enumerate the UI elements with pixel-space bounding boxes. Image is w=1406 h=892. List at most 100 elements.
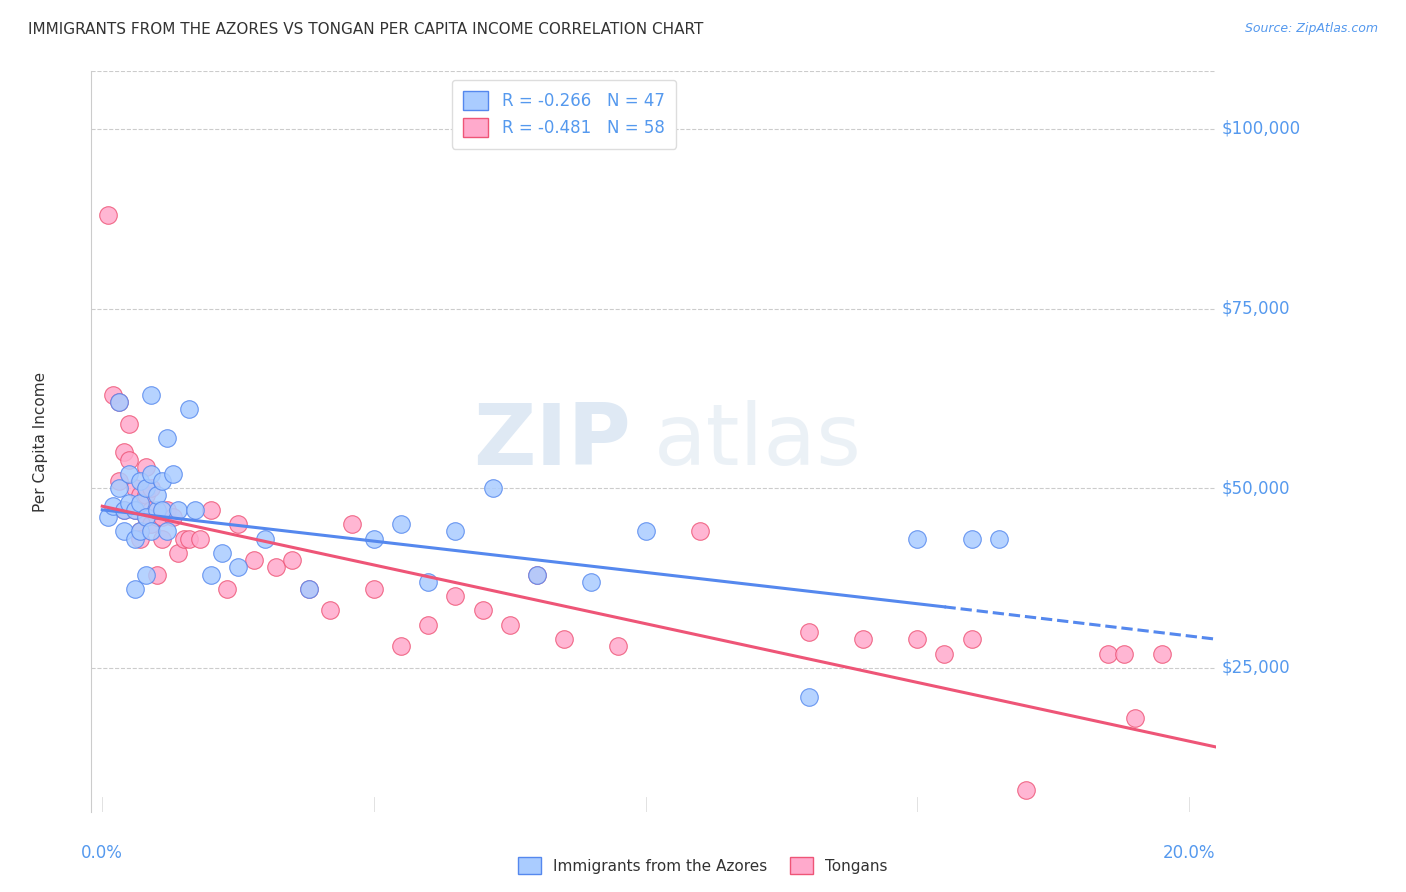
Point	[101, 388, 124, 402]
Point	[150, 503, 173, 517]
Point	[135, 567, 157, 582]
Point	[112, 445, 135, 459]
Point	[200, 567, 222, 582]
Point	[319, 603, 342, 617]
Point	[418, 617, 440, 632]
Legend: Immigrants from the Azores, Tongans: Immigrants from the Azores, Tongans	[512, 851, 894, 880]
Point	[97, 510, 120, 524]
Point	[226, 560, 249, 574]
Point	[526, 567, 548, 582]
Point	[183, 503, 205, 517]
Point	[471, 603, 494, 617]
Point	[987, 532, 1010, 546]
Point	[167, 503, 190, 517]
Point	[1097, 647, 1119, 661]
Point	[150, 474, 173, 488]
Point	[905, 532, 928, 546]
Point	[389, 640, 412, 654]
Point	[129, 524, 152, 539]
Point	[118, 452, 141, 467]
Point	[553, 632, 575, 647]
Point	[135, 488, 157, 502]
Point	[141, 517, 163, 532]
Point	[389, 517, 412, 532]
Point	[145, 503, 167, 517]
Point	[499, 617, 522, 632]
Text: 0.0%: 0.0%	[82, 844, 124, 862]
Point	[135, 459, 157, 474]
Point	[797, 690, 820, 704]
Point	[118, 467, 141, 481]
Text: $25,000: $25,000	[1222, 659, 1291, 677]
Point	[135, 510, 157, 524]
Point	[264, 560, 287, 574]
Point	[1150, 647, 1173, 661]
Point	[1123, 711, 1146, 725]
Point	[797, 625, 820, 640]
Point	[97, 208, 120, 222]
Point	[179, 532, 201, 546]
Point	[150, 532, 173, 546]
Point	[418, 574, 440, 589]
Point	[226, 517, 249, 532]
Point	[934, 647, 956, 661]
Text: IMMIGRANTS FROM THE AZORES VS TONGAN PER CAPITA INCOME CORRELATION CHART: IMMIGRANTS FROM THE AZORES VS TONGAN PER…	[28, 22, 703, 37]
Point	[141, 388, 163, 402]
Point	[173, 532, 195, 546]
Point	[254, 532, 277, 546]
Point	[960, 532, 983, 546]
Text: $50,000: $50,000	[1222, 479, 1291, 497]
Point	[124, 503, 146, 517]
Point	[482, 481, 505, 495]
Point	[1015, 783, 1038, 797]
Point	[1112, 647, 1135, 661]
Point	[118, 417, 141, 431]
Point	[129, 532, 152, 546]
Point	[145, 567, 167, 582]
Point	[145, 510, 167, 524]
Point	[118, 495, 141, 509]
Point	[135, 510, 157, 524]
Text: $100,000: $100,000	[1222, 120, 1301, 138]
Point	[607, 640, 630, 654]
Point	[211, 546, 233, 560]
Point	[342, 517, 364, 532]
Text: Per Capita Income: Per Capita Income	[34, 371, 48, 512]
Point	[129, 524, 152, 539]
Point	[156, 431, 179, 445]
Point	[101, 500, 124, 514]
Point	[145, 488, 167, 502]
Point	[298, 582, 321, 596]
Text: $75,000: $75,000	[1222, 300, 1291, 318]
Point	[298, 582, 321, 596]
Point	[156, 524, 179, 539]
Point	[363, 582, 385, 596]
Point	[162, 467, 184, 481]
Point	[141, 503, 163, 517]
Point	[141, 467, 163, 481]
Point	[444, 589, 467, 603]
Point	[141, 524, 163, 539]
Point	[852, 632, 875, 647]
Text: ZIP: ZIP	[474, 400, 631, 483]
Point	[905, 632, 928, 647]
Point	[129, 474, 152, 488]
Text: 20.0%: 20.0%	[1163, 844, 1215, 862]
Point	[141, 481, 163, 495]
Point	[581, 574, 603, 589]
Point	[243, 553, 266, 567]
Point	[124, 582, 146, 596]
Point	[124, 503, 146, 517]
Point	[129, 488, 152, 502]
Point	[526, 567, 548, 582]
Point	[188, 532, 211, 546]
Point	[107, 395, 129, 409]
Point	[634, 524, 657, 539]
Point	[200, 503, 222, 517]
Point	[363, 532, 385, 546]
Point	[167, 546, 190, 560]
Point	[107, 395, 129, 409]
Text: atlas: atlas	[654, 400, 862, 483]
Point	[150, 510, 173, 524]
Point	[112, 503, 135, 517]
